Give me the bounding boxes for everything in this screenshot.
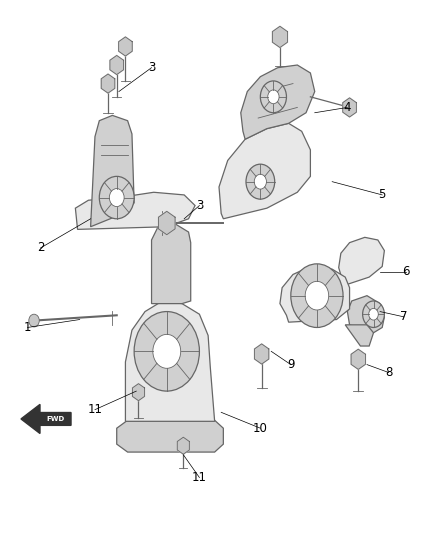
Polygon shape bbox=[343, 98, 357, 117]
Polygon shape bbox=[272, 26, 287, 47]
Circle shape bbox=[363, 301, 385, 327]
Polygon shape bbox=[119, 37, 132, 56]
Text: 7: 7 bbox=[400, 310, 408, 324]
Text: 3: 3 bbox=[148, 61, 155, 74]
Polygon shape bbox=[21, 405, 71, 433]
Text: 2: 2 bbox=[37, 241, 44, 254]
Circle shape bbox=[29, 314, 39, 327]
Text: 4: 4 bbox=[344, 101, 351, 114]
Circle shape bbox=[260, 81, 286, 113]
Polygon shape bbox=[339, 237, 385, 285]
Text: 11: 11 bbox=[88, 403, 102, 416]
Circle shape bbox=[268, 90, 279, 104]
Text: 11: 11 bbox=[192, 471, 207, 484]
Polygon shape bbox=[159, 212, 175, 235]
Text: 1: 1 bbox=[24, 321, 31, 334]
Circle shape bbox=[153, 334, 181, 368]
Circle shape bbox=[254, 174, 266, 189]
Polygon shape bbox=[280, 266, 350, 322]
Polygon shape bbox=[110, 55, 124, 75]
Circle shape bbox=[305, 281, 328, 310]
Polygon shape bbox=[347, 296, 385, 333]
Circle shape bbox=[246, 164, 275, 199]
Text: 6: 6 bbox=[403, 265, 410, 278]
Polygon shape bbox=[75, 192, 195, 229]
Polygon shape bbox=[101, 74, 115, 93]
Polygon shape bbox=[241, 65, 315, 139]
Polygon shape bbox=[125, 301, 215, 421]
Polygon shape bbox=[117, 420, 223, 452]
Text: 10: 10 bbox=[253, 422, 268, 435]
Polygon shape bbox=[351, 349, 365, 369]
Circle shape bbox=[369, 309, 378, 320]
Text: FWD: FWD bbox=[46, 416, 65, 422]
Circle shape bbox=[291, 264, 343, 327]
Circle shape bbox=[99, 176, 134, 219]
Circle shape bbox=[110, 189, 124, 207]
Circle shape bbox=[134, 312, 199, 391]
Polygon shape bbox=[91, 115, 134, 227]
Text: 8: 8 bbox=[385, 366, 392, 379]
Polygon shape bbox=[152, 224, 191, 304]
Polygon shape bbox=[219, 123, 311, 219]
Text: 9: 9 bbox=[287, 358, 295, 371]
Text: 5: 5 bbox=[378, 189, 386, 201]
Polygon shape bbox=[177, 437, 189, 454]
Polygon shape bbox=[345, 325, 374, 346]
Polygon shape bbox=[132, 384, 145, 401]
Text: 3: 3 bbox=[196, 199, 203, 212]
Polygon shape bbox=[254, 344, 269, 364]
